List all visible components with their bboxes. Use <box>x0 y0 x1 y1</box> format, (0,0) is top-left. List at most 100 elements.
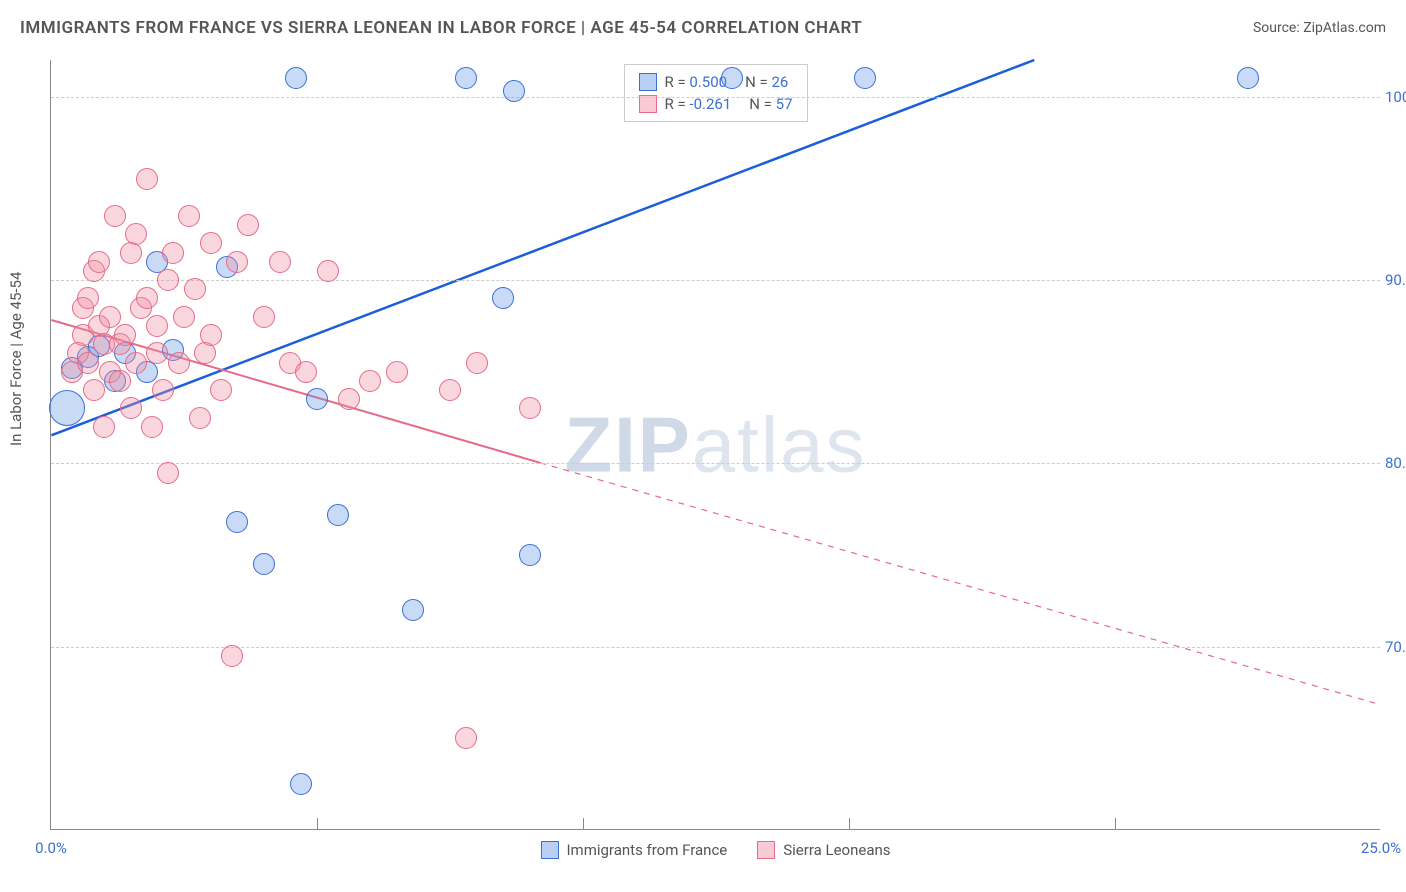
chart-title: IMMIGRANTS FROM FRANCE VS SIERRA LEONEAN… <box>20 18 862 38</box>
data-point <box>157 269 179 291</box>
watermark-rest: atlas <box>692 400 867 488</box>
n-label: N = <box>749 95 772 113</box>
watermark: ZIPatlas <box>564 399 866 490</box>
swatch-pink-icon <box>638 95 656 113</box>
y-axis-label: In Labor Force | Age 45-54 <box>7 272 25 446</box>
swatch-blue-icon <box>638 73 656 91</box>
data-point <box>854 67 876 89</box>
gridline-v <box>849 818 850 830</box>
data-point <box>466 352 488 374</box>
data-point <box>77 352 99 374</box>
data-point <box>184 278 206 300</box>
data-point <box>439 379 461 401</box>
data-point <box>136 287 158 309</box>
data-point <box>492 287 514 309</box>
data-point <box>125 352 147 374</box>
data-point <box>519 544 541 566</box>
x-tick-label: 25.0% <box>1361 839 1401 857</box>
data-point <box>455 727 477 749</box>
trendlines-svg <box>51 60 1380 829</box>
gridline-v <box>317 818 318 830</box>
data-point <box>327 504 349 526</box>
source-label: Source: ZipAtlas.com <box>1253 20 1386 36</box>
data-point <box>93 416 115 438</box>
legend-item-1: Immigrants from France <box>540 841 727 859</box>
n-value-1: 26 <box>772 73 789 91</box>
legend-item-2: Sierra Leoneans <box>757 841 890 859</box>
data-point <box>226 251 248 273</box>
data-point <box>146 315 168 337</box>
data-point <box>519 397 541 419</box>
data-point <box>253 306 275 328</box>
x-tick-label: 0.0% <box>35 839 67 857</box>
legend-label-2: Sierra Leoneans <box>783 841 890 859</box>
data-point <box>503 80 525 102</box>
data-point <box>77 287 99 309</box>
data-point <box>162 242 184 264</box>
data-point <box>359 370 381 392</box>
data-point <box>269 251 291 273</box>
data-point <box>109 370 131 392</box>
y-tick-label: 70.0% <box>1385 638 1406 656</box>
data-point <box>295 361 317 383</box>
data-point <box>141 416 163 438</box>
data-point <box>200 324 222 346</box>
data-point <box>125 223 147 245</box>
gridline-v <box>1115 818 1116 830</box>
r-value-2: -0.261 <box>689 95 731 113</box>
data-point <box>83 379 105 401</box>
data-point <box>317 260 339 282</box>
data-point <box>99 306 121 328</box>
stats-legend-row-1: R = 0.500 N = 26 <box>638 71 792 93</box>
data-point <box>146 342 168 364</box>
gridline-v <box>583 818 584 830</box>
data-point <box>386 361 408 383</box>
data-point <box>157 462 179 484</box>
swatch-blue-icon <box>540 841 558 859</box>
trendline <box>51 60 1034 435</box>
data-point <box>455 67 477 89</box>
data-point <box>49 390 85 426</box>
watermark-bold: ZIP <box>564 400 691 488</box>
n-label: N = <box>745 73 768 91</box>
data-point <box>221 645 243 667</box>
trendline <box>540 463 1379 705</box>
data-point <box>253 553 275 575</box>
data-point <box>210 379 232 401</box>
data-point <box>114 324 136 346</box>
gridline-h <box>51 97 1380 98</box>
data-point <box>168 352 190 374</box>
data-point <box>189 407 211 429</box>
data-point <box>338 388 360 410</box>
data-point <box>88 251 110 273</box>
r-label: R = <box>664 95 685 113</box>
data-point <box>290 773 312 795</box>
data-point <box>226 511 248 533</box>
stats-legend: R = 0.500 N = 26 R = -0.261 N = 57 <box>623 64 807 122</box>
data-point <box>285 67 307 89</box>
r-label: R = <box>664 73 685 91</box>
data-point <box>721 67 743 89</box>
data-point <box>237 214 259 236</box>
data-point <box>402 599 424 621</box>
y-tick-label: 90.0% <box>1385 271 1406 289</box>
gridline-h <box>51 280 1380 281</box>
gridline-h <box>51 647 1380 648</box>
data-point <box>1237 67 1259 89</box>
plot-area: ZIPatlas R = 0.500 N = 26 R = -0.261 N =… <box>50 60 1380 830</box>
data-point <box>306 388 328 410</box>
n-value-2: 57 <box>776 95 793 113</box>
legend-label-1: Immigrants from France <box>566 841 727 859</box>
series-legend: Immigrants from France Sierra Leoneans <box>540 841 890 859</box>
y-tick-label: 100.0% <box>1385 88 1406 106</box>
swatch-pink-icon <box>757 841 775 859</box>
y-tick-label: 80.0% <box>1385 454 1406 472</box>
data-point <box>173 306 195 328</box>
data-point <box>104 205 126 227</box>
data-point <box>120 397 142 419</box>
data-point <box>178 205 200 227</box>
data-point <box>136 168 158 190</box>
gridline-h <box>51 463 1380 464</box>
title-bar: IMMIGRANTS FROM FRANCE VS SIERRA LEONEAN… <box>20 18 1386 38</box>
data-point <box>152 379 174 401</box>
